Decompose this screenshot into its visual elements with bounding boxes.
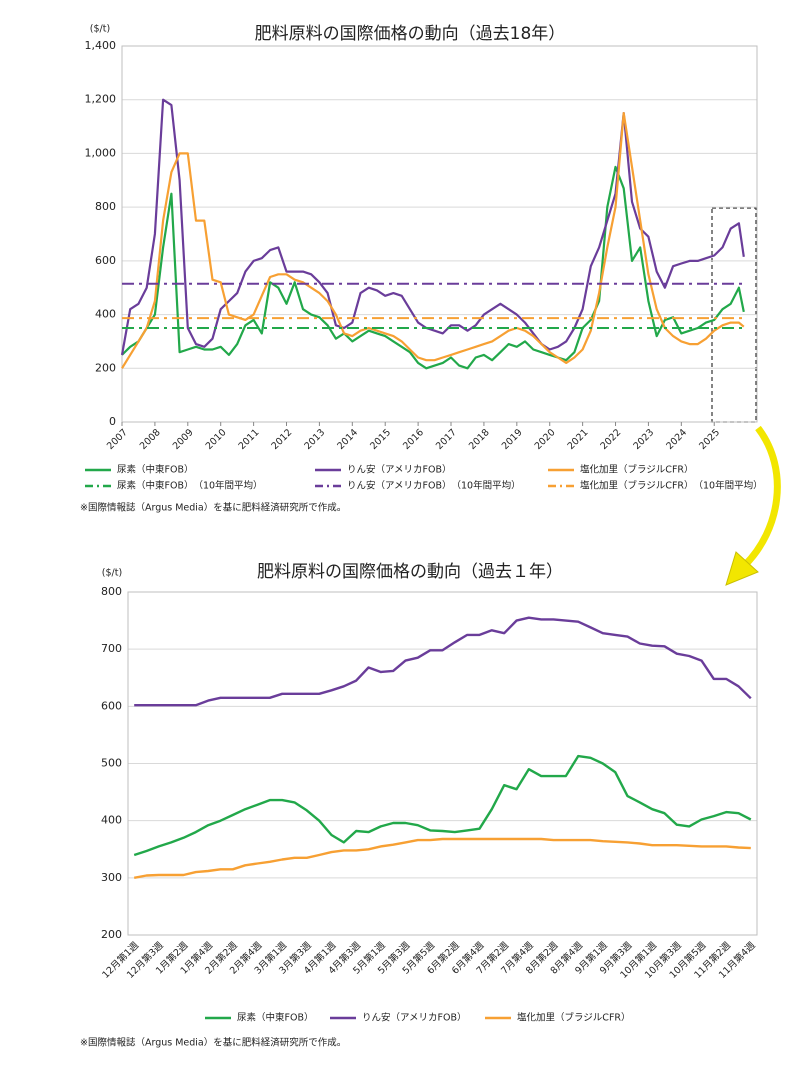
series-line bbox=[133, 754, 752, 857]
y-unit: ($/t) bbox=[90, 24, 110, 35]
y-tick-label: 0 bbox=[109, 415, 116, 428]
y-tick-label: 1,200 bbox=[85, 93, 117, 106]
y-tick-label: 200 bbox=[101, 928, 122, 941]
y-tick-label: 800 bbox=[95, 200, 116, 213]
y-tick-label: 300 bbox=[101, 871, 122, 884]
chart-title: 肥料原料の国際価格の動向（過去18年） bbox=[255, 24, 566, 44]
y-tick-label: 600 bbox=[101, 699, 122, 712]
source-note: ※国際情報誌（Argus Media）を基に肥料経済研究所で作成。 bbox=[80, 1037, 346, 1049]
chart-title: 肥料原料の国際価格の動向（過去１年） bbox=[257, 562, 563, 582]
y-tick-label: 400 bbox=[95, 308, 116, 321]
series-line bbox=[121, 165, 745, 370]
plot-frame bbox=[121, 45, 758, 423]
arrow-head bbox=[725, 551, 759, 586]
source-note: ※国際情報誌（Argus Media）を基に肥料経済研究所で作成。 bbox=[80, 502, 346, 514]
legend-label: 塩化加里（ブラジルCFR） （10年間平均） bbox=[580, 480, 763, 492]
y-tick-label: 400 bbox=[101, 814, 122, 827]
y-unit: ($/t) bbox=[102, 568, 122, 579]
y-tick-label: 500 bbox=[101, 757, 122, 770]
y-tick-label: 1,400 bbox=[85, 39, 117, 52]
legend-label: りん安（アメリカFOB） （10年間平均） bbox=[347, 480, 521, 492]
arrow bbox=[742, 425, 781, 568]
y-tick-label: 700 bbox=[101, 642, 122, 655]
y-tick-label: 200 bbox=[95, 361, 116, 374]
legend-label: りん安（アメリカFOB） bbox=[347, 464, 452, 476]
series-line bbox=[121, 112, 745, 369]
y-tick-label: 1,000 bbox=[85, 146, 117, 159]
y-tick-label: 800 bbox=[101, 585, 122, 598]
plot-frame bbox=[127, 591, 758, 936]
legend-label: 尿素（中東FOB） bbox=[117, 464, 193, 476]
series-line bbox=[134, 616, 752, 707]
legend-label: 塩化加里（ブラジルCFR） bbox=[580, 464, 694, 476]
legend-label: 塩化加里（ブラジルCFR） bbox=[517, 1012, 631, 1024]
legend-label: 尿素（中東FOB） （10年間平均） bbox=[117, 480, 263, 492]
legend-label: 尿素（中東FOB） bbox=[237, 1012, 313, 1024]
legend-label: りん安（アメリカFOB） bbox=[362, 1012, 467, 1024]
y-tick-label: 600 bbox=[95, 254, 116, 267]
series-line bbox=[133, 837, 751, 879]
